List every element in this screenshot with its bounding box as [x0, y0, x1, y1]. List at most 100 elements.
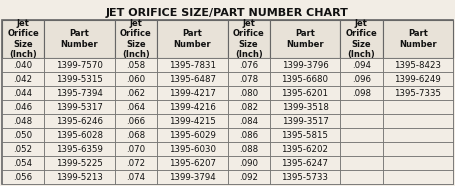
Bar — [44, 72, 115, 86]
Text: .070: .070 — [126, 145, 146, 153]
Text: .076: .076 — [239, 60, 258, 70]
Text: 1395-5815: 1395-5815 — [282, 131, 329, 140]
Text: .046: .046 — [14, 102, 33, 111]
Text: 1399-3796: 1399-3796 — [282, 60, 329, 70]
Bar — [340, 20, 383, 58]
Text: .042: .042 — [14, 75, 33, 84]
Text: .064: .064 — [126, 102, 146, 111]
Text: .062: .062 — [126, 89, 146, 97]
Bar — [228, 128, 270, 142]
Text: 1395-8423: 1395-8423 — [394, 60, 441, 70]
Text: 1395-6359: 1395-6359 — [56, 145, 103, 153]
Bar — [270, 100, 340, 114]
Text: 1399-5213: 1399-5213 — [56, 172, 103, 182]
Bar — [383, 156, 453, 170]
Bar — [2, 20, 44, 58]
Bar — [340, 156, 383, 170]
Text: 1399-4216: 1399-4216 — [169, 102, 216, 111]
Text: .088: .088 — [239, 145, 258, 153]
Text: .060: .060 — [126, 75, 146, 84]
Text: .080: .080 — [239, 89, 258, 97]
Bar — [2, 170, 44, 184]
Bar — [115, 58, 157, 72]
Text: 1395-7335: 1395-7335 — [394, 89, 441, 97]
Bar — [228, 100, 270, 114]
Text: .090: .090 — [239, 158, 258, 168]
Bar — [270, 72, 340, 86]
Bar — [115, 128, 157, 142]
Text: 1395-6680: 1395-6680 — [282, 75, 329, 84]
Bar — [115, 72, 157, 86]
Bar — [340, 128, 383, 142]
Text: .084: .084 — [239, 116, 258, 126]
Text: .092: .092 — [239, 172, 258, 182]
Bar — [228, 20, 270, 58]
Text: .044: .044 — [14, 89, 33, 97]
Bar — [270, 170, 340, 184]
Bar — [44, 170, 115, 184]
Text: 1399-3518: 1399-3518 — [282, 102, 329, 111]
Bar — [228, 58, 270, 72]
Text: 1399-5317: 1399-5317 — [56, 102, 103, 111]
Text: 1399-6249: 1399-6249 — [394, 75, 441, 84]
Bar — [340, 72, 383, 86]
Bar — [157, 114, 228, 128]
Bar — [157, 72, 228, 86]
Text: 1395-6202: 1395-6202 — [282, 145, 329, 153]
Bar — [340, 170, 383, 184]
Bar — [270, 114, 340, 128]
Text: 1395-5733: 1395-5733 — [282, 172, 329, 182]
Text: .098: .098 — [352, 89, 371, 97]
Text: JET ORIFICE SIZE/PART NUMBER CHART: JET ORIFICE SIZE/PART NUMBER CHART — [106, 8, 349, 18]
Bar — [157, 128, 228, 142]
Text: 1395-6246: 1395-6246 — [56, 116, 103, 126]
Bar — [270, 86, 340, 100]
Bar — [228, 72, 270, 86]
Bar — [2, 100, 44, 114]
Text: 1399-3517: 1399-3517 — [282, 116, 329, 126]
Text: .078: .078 — [239, 75, 258, 84]
Bar — [115, 156, 157, 170]
Bar — [340, 100, 383, 114]
Text: 1399-4215: 1399-4215 — [169, 116, 216, 126]
Bar — [115, 86, 157, 100]
Bar — [115, 114, 157, 128]
Bar — [383, 20, 453, 58]
Bar — [2, 142, 44, 156]
Bar — [157, 142, 228, 156]
Bar — [2, 72, 44, 86]
Text: 1395-6029: 1395-6029 — [169, 131, 216, 140]
Bar — [44, 156, 115, 170]
Text: .056: .056 — [14, 172, 33, 182]
Text: Jet
Orifice
Size
(Inch): Jet Orifice Size (Inch) — [7, 19, 39, 59]
Bar — [383, 58, 453, 72]
Bar — [2, 128, 44, 142]
Bar — [270, 142, 340, 156]
Text: Jet
Orifice
Size
(Inch): Jet Orifice Size (Inch) — [345, 19, 377, 59]
Text: 1395-7394: 1395-7394 — [56, 89, 103, 97]
Bar — [157, 156, 228, 170]
Text: .074: .074 — [126, 172, 146, 182]
Text: 1399-4217: 1399-4217 — [169, 89, 216, 97]
Bar — [115, 20, 157, 58]
Text: .094: .094 — [352, 60, 371, 70]
Bar — [383, 114, 453, 128]
Bar — [383, 142, 453, 156]
Text: 1399-5315: 1399-5315 — [56, 75, 103, 84]
Bar — [44, 20, 115, 58]
Bar — [340, 58, 383, 72]
Bar — [2, 20, 453, 184]
Bar — [44, 58, 115, 72]
Bar — [157, 170, 228, 184]
Text: 1395-6207: 1395-6207 — [169, 158, 216, 168]
Text: 1395-6028: 1395-6028 — [56, 131, 103, 140]
Bar — [228, 170, 270, 184]
Bar — [340, 86, 383, 100]
Text: .054: .054 — [14, 158, 33, 168]
Text: 1395-6247: 1395-6247 — [282, 158, 329, 168]
Text: .082: .082 — [239, 102, 258, 111]
Text: .068: .068 — [126, 131, 146, 140]
Bar — [270, 156, 340, 170]
Bar — [270, 20, 340, 58]
Text: 1399-5225: 1399-5225 — [56, 158, 103, 168]
